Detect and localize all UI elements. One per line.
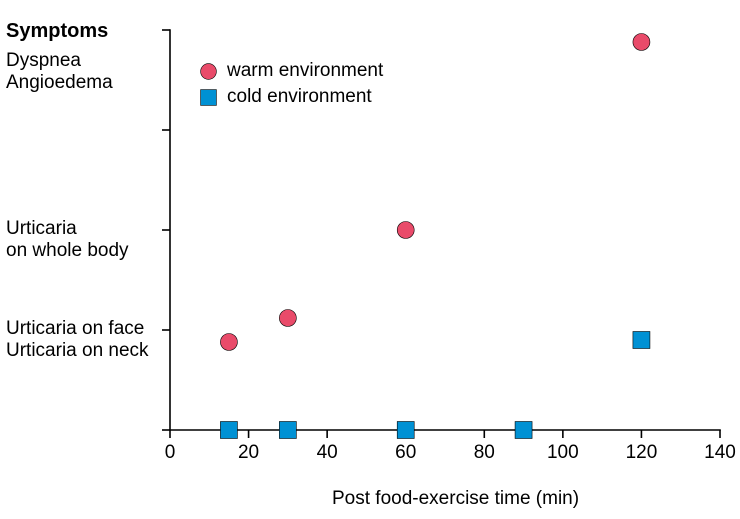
symptom-time-scatter: Symptoms Dyspnea Angioedema Urticaria on… — [0, 0, 740, 519]
data-point-cold — [633, 332, 650, 349]
data-point-cold — [279, 422, 296, 439]
data-point-cold — [397, 422, 414, 439]
data-point-warm — [220, 334, 237, 351]
data-point-cold — [515, 422, 532, 439]
data-point-warm — [397, 222, 414, 239]
data-point-warm — [279, 310, 296, 327]
data-point-warm — [633, 34, 650, 51]
data-point-cold — [220, 422, 237, 439]
plot-area — [0, 0, 740, 519]
